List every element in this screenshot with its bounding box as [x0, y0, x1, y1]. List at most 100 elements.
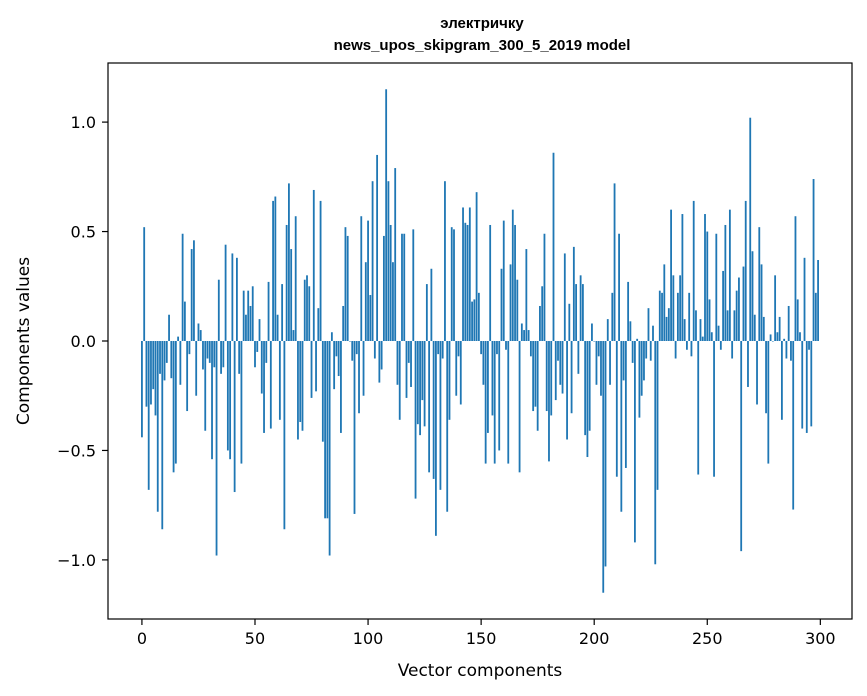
bar — [177, 336, 180, 341]
bar — [358, 341, 360, 414]
bar — [457, 341, 460, 357]
bar — [498, 341, 501, 451]
bar — [222, 341, 225, 368]
bar — [747, 341, 749, 387]
bar — [561, 341, 564, 394]
bar — [794, 216, 797, 341]
bar — [367, 220, 369, 341]
bar — [697, 341, 700, 475]
bar — [606, 319, 609, 341]
bar — [392, 262, 394, 341]
bar — [738, 277, 740, 341]
bar — [308, 286, 311, 341]
x-axis-label: Vector components — [398, 661, 563, 681]
bar — [640, 341, 643, 396]
bar — [593, 341, 596, 342]
bar — [584, 341, 587, 436]
y-tick-label: 1.0 — [71, 113, 96, 132]
bar — [256, 341, 259, 352]
bar — [294, 216, 297, 341]
bar — [245, 314, 247, 341]
bar — [683, 319, 686, 341]
bar — [204, 341, 207, 431]
bar — [448, 341, 451, 420]
bar — [229, 341, 232, 460]
bar — [419, 341, 421, 436]
bar — [378, 341, 381, 383]
bar — [217, 279, 220, 341]
bar — [475, 192, 478, 341]
bar — [724, 224, 727, 341]
bar — [801, 341, 804, 429]
bar — [462, 207, 464, 341]
bar — [814, 292, 817, 341]
bar — [220, 341, 222, 374]
bar — [808, 341, 810, 350]
bar — [274, 196, 277, 341]
bar — [371, 181, 374, 341]
bar — [471, 301, 473, 341]
bar — [688, 292, 691, 341]
bar — [611, 292, 614, 341]
bar — [154, 341, 157, 416]
bar — [179, 341, 182, 385]
bar — [502, 220, 505, 341]
bar — [778, 316, 781, 341]
bar — [213, 341, 216, 368]
bar — [466, 224, 469, 341]
bar — [143, 227, 146, 341]
bar — [656, 341, 659, 490]
bar — [150, 341, 152, 405]
bar — [238, 341, 241, 374]
bar — [570, 341, 573, 414]
bar — [710, 332, 713, 341]
bar — [360, 216, 363, 341]
chart-subtitle: news_upos_skipgram_300_5_2019 model — [334, 37, 631, 54]
bar — [240, 341, 243, 464]
bar — [525, 249, 528, 341]
bar — [355, 341, 358, 355]
bar — [674, 341, 677, 359]
bar — [446, 341, 449, 512]
bar — [349, 341, 351, 342]
bar — [812, 179, 815, 341]
bar — [527, 330, 530, 341]
bar — [572, 246, 575, 341]
bar — [477, 292, 480, 341]
bar — [161, 341, 164, 530]
bar — [577, 341, 580, 374]
bar — [432, 341, 435, 479]
bar — [715, 233, 718, 341]
x-tick-label: 200 — [579, 629, 610, 648]
bar — [539, 305, 541, 341]
y-tick-label: −0.5 — [57, 441, 96, 460]
bar — [649, 341, 652, 361]
bar — [554, 341, 557, 401]
bar — [190, 249, 193, 341]
bar — [181, 233, 184, 341]
bar — [401, 233, 403, 341]
bar — [509, 264, 512, 341]
bar — [620, 341, 623, 512]
bar — [667, 308, 670, 341]
bar — [199, 330, 202, 341]
bar — [780, 341, 783, 420]
bar — [267, 281, 270, 341]
bar — [242, 290, 245, 341]
bar — [767, 341, 770, 464]
bar — [186, 341, 189, 412]
bar — [520, 323, 523, 341]
bar — [615, 341, 618, 477]
bar — [803, 257, 806, 341]
bar — [805, 341, 808, 433]
bar — [575, 284, 578, 341]
y-axis-label: Components values — [14, 257, 34, 425]
bar — [516, 279, 519, 341]
bar — [588, 341, 591, 431]
bar — [647, 308, 650, 341]
bar — [251, 286, 254, 341]
chart-title: электричку — [440, 15, 524, 32]
bar — [152, 341, 155, 390]
bar — [505, 341, 507, 350]
bar — [785, 341, 788, 359]
